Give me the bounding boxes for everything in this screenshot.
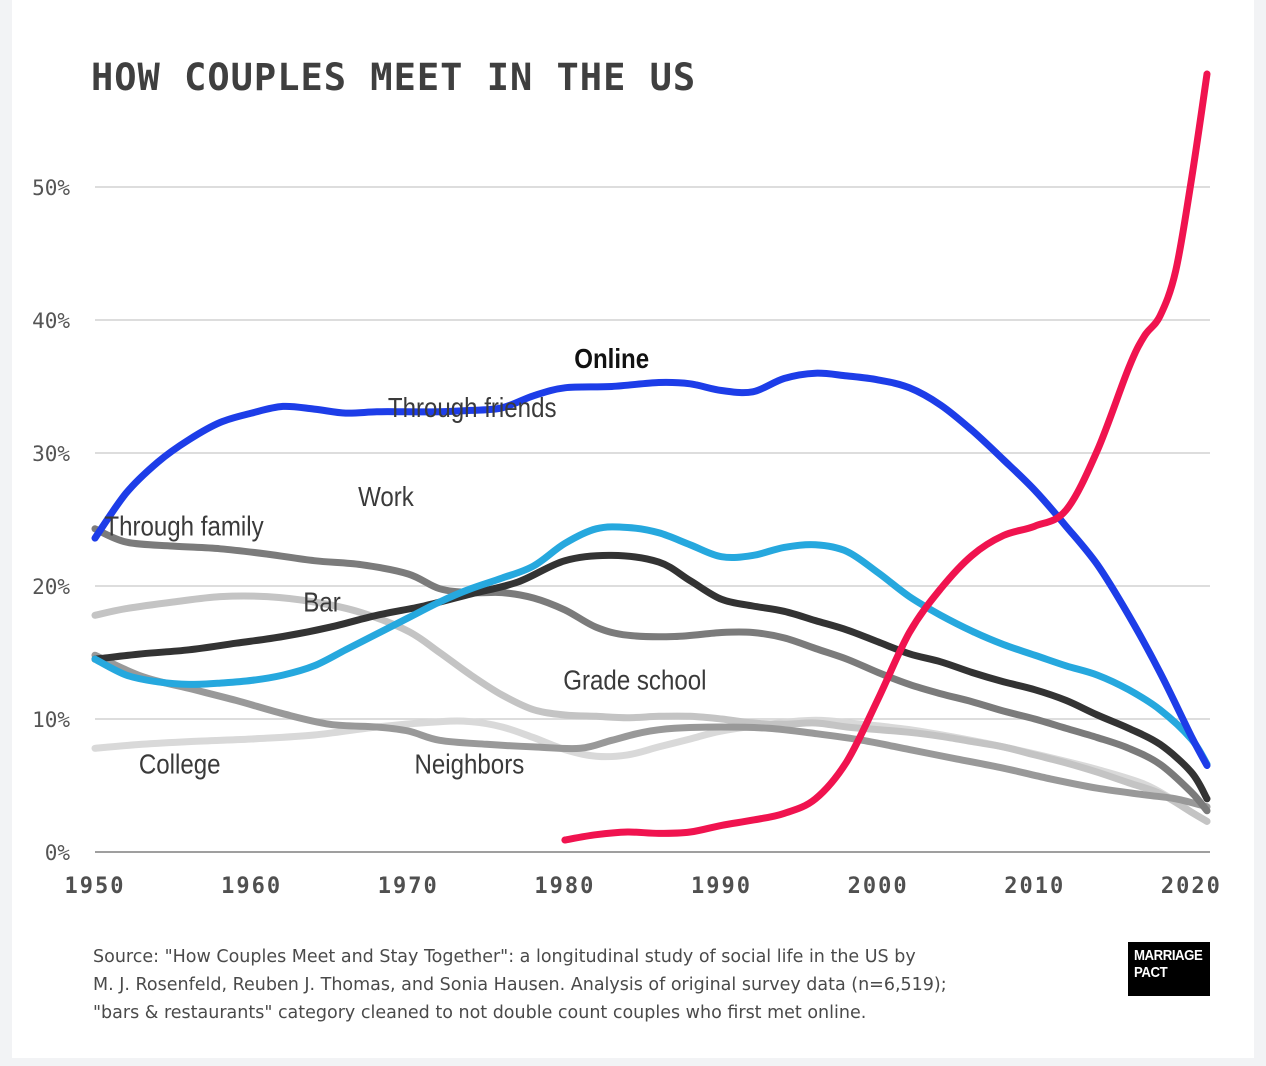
series-line-college bbox=[91, 716, 1211, 825]
chart-title: HOW COUPLES MEET IN THE US bbox=[91, 56, 697, 99]
x-tick-label: 1980 bbox=[534, 874, 595, 899]
x-tick-label: 1960 bbox=[221, 874, 282, 899]
series-label-grade-school: Grade school bbox=[563, 664, 706, 696]
y-tick-label: 30% bbox=[32, 442, 70, 466]
source-note: Source: "How Couples Meet and Stay Toget… bbox=[93, 943, 1083, 1027]
x-tick-label: 1950 bbox=[65, 874, 126, 899]
y-tick-label: 0% bbox=[45, 841, 71, 865]
series-line-neighbors bbox=[91, 651, 1211, 811]
source-line-3: "bars & restaurants" category cleaned to… bbox=[93, 1003, 867, 1023]
logo-line-1: MARRIAGE bbox=[1134, 947, 1203, 964]
series-label-through-family: Through family bbox=[104, 510, 263, 542]
marriage-pact-logo: MARRIAGE PACT bbox=[1128, 942, 1210, 996]
series-label-work: Work bbox=[358, 480, 415, 512]
series-line-work bbox=[91, 523, 1211, 768]
y-tick-label: 50% bbox=[32, 176, 70, 200]
series-label-college: College bbox=[139, 748, 221, 780]
series-label-through-friends: Through friends bbox=[388, 391, 557, 423]
x-tick-label: 2020 bbox=[1161, 874, 1222, 899]
series-label-online: Online bbox=[574, 342, 649, 374]
series-line-bar bbox=[91, 551, 1211, 803]
source-line-1: Source: "How Couples Meet and Stay Toget… bbox=[93, 947, 916, 967]
series-line-through-friends bbox=[91, 369, 1211, 769]
x-tick-label: 2000 bbox=[848, 874, 909, 899]
series-label-bar: Bar bbox=[303, 586, 341, 618]
source-line-2: M. J. Rosenfeld, Reuben J. Thomas, and S… bbox=[93, 975, 947, 995]
y-tick-label: 40% bbox=[32, 309, 70, 333]
series-line-through-family bbox=[91, 525, 1211, 815]
x-tick-label: 1990 bbox=[691, 874, 752, 899]
series-line-grade-school bbox=[91, 592, 1211, 825]
series-label-neighbors: Neighbors bbox=[415, 748, 525, 780]
y-tick-label: 10% bbox=[32, 708, 70, 732]
series-line-online bbox=[561, 70, 1211, 844]
x-tick-label: 2010 bbox=[1004, 874, 1065, 899]
y-tick-label: 20% bbox=[32, 575, 70, 599]
logo-line-2: PACT bbox=[1134, 964, 1168, 981]
x-tick-label: 1970 bbox=[378, 874, 439, 899]
